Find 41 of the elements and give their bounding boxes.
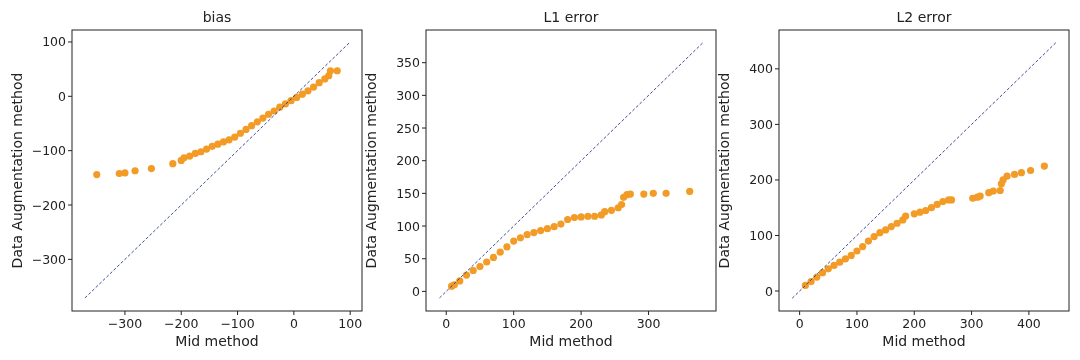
y-tick-label: 300 bbox=[396, 87, 421, 103]
y-tick-label: 0 bbox=[765, 283, 774, 299]
x-tick-label: 0 bbox=[289, 316, 298, 331]
y-tick-label: 100 bbox=[749, 227, 774, 243]
x-tick-label: 0 bbox=[795, 316, 804, 331]
x-tick-label: 300 bbox=[636, 316, 661, 331]
x-tick-label: 0 bbox=[442, 316, 451, 331]
y-tick-label: −100 bbox=[31, 143, 67, 159]
y-tick-label: 50 bbox=[404, 251, 421, 267]
x-tick-label: 100 bbox=[338, 316, 363, 331]
y-axis-title: Data Augmentation method bbox=[9, 72, 25, 269]
x-tick-label: 100 bbox=[501, 316, 526, 331]
x-tick-label: −200 bbox=[164, 316, 199, 331]
x-tick-label: 200 bbox=[902, 316, 927, 331]
x-tick-label: 200 bbox=[569, 316, 594, 331]
chart-title: L1 error bbox=[543, 9, 599, 25]
y-tick-label: 400 bbox=[749, 61, 774, 77]
x-axis-title: Mid method bbox=[529, 333, 613, 349]
chart-title: L2 error bbox=[896, 9, 952, 25]
y-tick-label: 100 bbox=[396, 218, 421, 234]
x-tick-label: 400 bbox=[1016, 316, 1041, 331]
y-axis-title: Data Augmentation method bbox=[716, 72, 732, 269]
y-tick-label: 0 bbox=[58, 88, 67, 104]
y-tick-label: 200 bbox=[396, 153, 421, 169]
y-tick-label: 100 bbox=[42, 34, 67, 50]
y-tick-label: −200 bbox=[31, 197, 67, 213]
y-tick-label: 150 bbox=[396, 185, 421, 201]
y-tick-label: 250 bbox=[396, 120, 421, 136]
x-axis-title: Mid method bbox=[882, 333, 966, 349]
x-axis-title: Mid method bbox=[175, 333, 259, 349]
y-tick-label: 200 bbox=[749, 172, 774, 188]
x-tick-label: −100 bbox=[220, 316, 255, 331]
y-tick-label: 300 bbox=[749, 116, 774, 132]
x-tick-label: −300 bbox=[107, 316, 143, 331]
y-axis-title: Data Augmentation method bbox=[363, 72, 379, 269]
x-tick-label: 100 bbox=[845, 316, 869, 331]
x-tick-label: 300 bbox=[959, 316, 984, 331]
y-tick-label: 350 bbox=[396, 55, 421, 71]
y-tick-label: 0 bbox=[412, 283, 421, 299]
y-tick-label: −300 bbox=[31, 251, 67, 267]
chart-title: bias bbox=[202, 9, 232, 25]
